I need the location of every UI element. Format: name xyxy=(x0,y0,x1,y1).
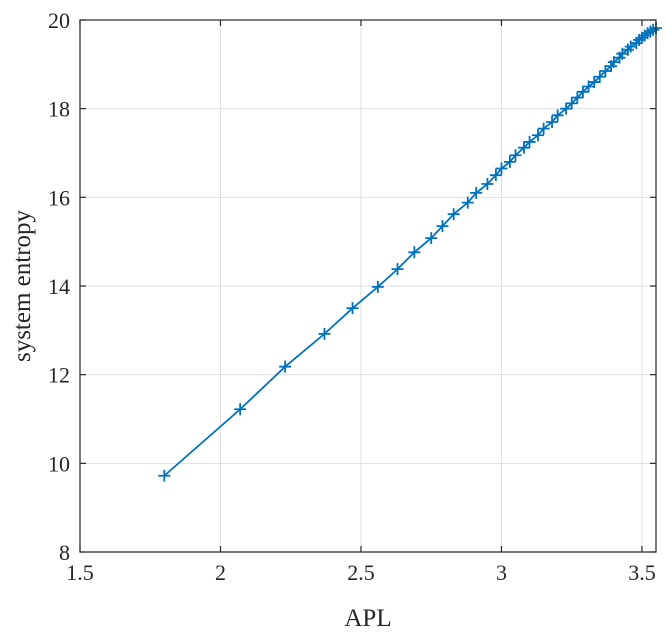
data-point-marker xyxy=(571,91,584,104)
data-point-marker xyxy=(593,70,606,83)
data-point-marker xyxy=(346,302,359,315)
data-point-marker xyxy=(531,129,544,142)
data-point-marker xyxy=(517,141,530,154)
data-point-marker xyxy=(546,115,559,128)
data-point-marker xyxy=(158,469,171,482)
data-point-marker xyxy=(503,155,516,168)
data-point-marker xyxy=(391,263,404,276)
data-point-marker xyxy=(489,169,502,182)
y-tick-label: 12 xyxy=(48,363,70,388)
data-point-marker xyxy=(318,327,331,340)
x-tick-label: 2.5 xyxy=(347,560,375,585)
x-tick-label: 1.5 xyxy=(66,560,94,585)
data-point-marker xyxy=(234,403,247,416)
axis-ticks: 1.5 2 2.5 3 3.5 8 10 12 14 16 18 20 xyxy=(48,8,656,585)
series-line xyxy=(163,27,657,477)
data-point-marker xyxy=(436,220,449,233)
data-point-marker xyxy=(537,122,550,135)
y-tick-label: 16 xyxy=(48,185,70,210)
data-point-marker xyxy=(588,76,601,89)
y-tick-label: 14 xyxy=(48,274,70,299)
data-point-marker xyxy=(509,149,522,162)
x-tick-label: 3 xyxy=(496,560,507,585)
y-tick-label: 18 xyxy=(48,97,70,122)
data-point-marker xyxy=(408,246,421,259)
data-point-marker xyxy=(565,97,578,110)
data-point-marker xyxy=(447,208,460,221)
data-point-marker xyxy=(425,232,438,245)
data-point-marker xyxy=(576,85,589,98)
data-point-marker xyxy=(279,360,292,373)
data-point-marker xyxy=(481,178,494,191)
y-axis-label: system entropy xyxy=(9,209,36,362)
data-point-marker xyxy=(647,23,660,36)
series-entropy-vs-apl xyxy=(158,21,662,482)
data-point-marker xyxy=(560,102,573,115)
data-point-marker xyxy=(371,280,384,293)
x-tick-label: 3.5 xyxy=(628,560,656,585)
x-tick-label: 2 xyxy=(215,560,226,585)
data-point-marker xyxy=(551,109,564,122)
y-tick-label: 20 xyxy=(48,8,70,33)
data-point-marker xyxy=(470,186,483,199)
grid xyxy=(79,19,656,553)
x-axis-label: APL xyxy=(344,605,391,632)
data-point-marker xyxy=(523,135,536,148)
y-tick-label: 10 xyxy=(48,451,70,476)
data-point-marker xyxy=(495,162,508,175)
data-point-marker xyxy=(461,196,474,209)
y-tick-label: 8 xyxy=(59,540,70,565)
